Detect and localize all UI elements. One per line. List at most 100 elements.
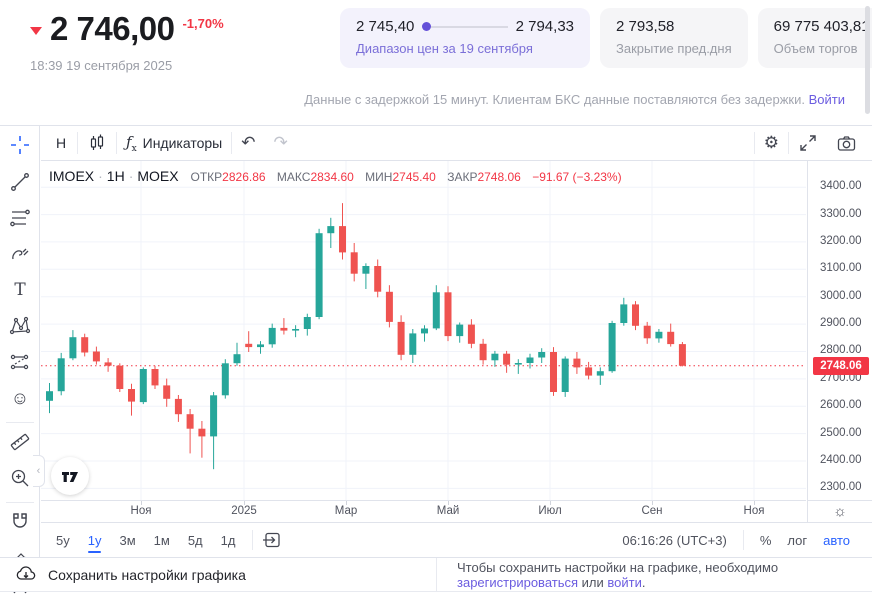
range-button-5y[interactable]: 5y bbox=[56, 532, 70, 548]
chart-footer: Сохранить настройки графика Чтобы сохран… bbox=[0, 557, 872, 592]
xabcd-pattern-icon[interactable] bbox=[8, 314, 32, 338]
quote-timestamp: 18:39 19 сентября 2025 bbox=[30, 58, 173, 73]
indicators-button[interactable]: ƒx Индикаторы bbox=[126, 132, 223, 154]
price-axis[interactable]: 2748.06 3400.00 3300.00 3200.00 3100.00 3000… bbox=[807, 161, 872, 500]
toolbar-divider bbox=[77, 132, 78, 154]
price-range-card: 2 745,40 2 794,33 Диапазон цен за 19 сен… bbox=[340, 8, 590, 68]
time-axis-tick bbox=[346, 501, 347, 505]
chart-type-button[interactable] bbox=[78, 129, 116, 157]
legend-change: −91.67 (−3.23%) bbox=[532, 170, 622, 184]
time-axis-tick bbox=[550, 501, 551, 505]
fullscreen-icon[interactable] bbox=[789, 129, 827, 157]
widget-border bbox=[0, 125, 872, 126]
login-link[interactable]: Войти bbox=[808, 92, 845, 107]
toolbar-collapse-handle[interactable]: ‹ bbox=[33, 455, 45, 487]
clock-time[interactable]: 06:16:26 (UTC+3) bbox=[622, 532, 727, 548]
time-axis-tick bbox=[141, 501, 142, 505]
price-block: 2 746,00 -1,70% 18:39 19 сентября 2025 bbox=[30, 10, 224, 73]
range-high: 2 794,33 bbox=[515, 18, 574, 35]
toolbar-divider bbox=[252, 530, 254, 550]
price-axis-label: 3400.00 bbox=[820, 180, 862, 193]
volume-card: 69 775 403,81 Объем торгов bbox=[757, 8, 872, 68]
prev-close-card: 2 793,58 Закрытие пред.дня bbox=[600, 8, 748, 68]
time-axis-label: Мар bbox=[334, 505, 358, 517]
position-tool-icon[interactable] bbox=[8, 350, 32, 374]
screenshot-camera-icon[interactable] bbox=[827, 129, 866, 157]
range-label: Диапазон цен за 19 сентября bbox=[356, 41, 533, 56]
symbol-name[interactable]: IMOEX bbox=[49, 168, 95, 184]
chart-toolbar: Н ƒx Индикаторы ↶ ↷ ⚙ bbox=[41, 126, 872, 161]
chart-canvas[interactable]: IMOEX · 1Н · MOEX ОТКР2826.86 МАКС2834.60 МИ… bbox=[41, 161, 806, 500]
goto-date-icon[interactable] bbox=[261, 529, 283, 551]
range-low: 2 745,40 bbox=[356, 18, 415, 35]
prev-close-value: 2 793,58 bbox=[616, 18, 675, 35]
volume-label: Объем торгов bbox=[773, 41, 858, 56]
magnet-icon[interactable] bbox=[8, 510, 32, 534]
crosshair-icon[interactable] bbox=[8, 133, 32, 157]
log-scale-button[interactable]: лог bbox=[787, 532, 808, 548]
settings-gear-icon[interactable]: ⚙ bbox=[763, 133, 779, 152]
fx-icon: ƒx bbox=[126, 132, 137, 154]
trendline-icon[interactable] bbox=[8, 170, 32, 194]
price-axis-label: 2600.00 bbox=[820, 399, 862, 412]
chart-bottom-toolbar: 5y 1y 3м 1м 5д 1д 06:16:26 (UTC+3) % лог авто bbox=[41, 522, 872, 557]
zoom-in-icon[interactable] bbox=[8, 466, 32, 490]
price-axis-label: 2300.00 bbox=[820, 481, 862, 494]
change-percent: -1,70% bbox=[182, 16, 224, 31]
save-settings-button[interactable]: Сохранить настройки графика bbox=[0, 558, 437, 591]
candlestick-chart[interactable] bbox=[41, 161, 806, 500]
legend-exchange: MOEX bbox=[137, 168, 179, 184]
price-axis-label: 2800.00 bbox=[820, 344, 862, 357]
login-link-footer[interactable]: войти bbox=[607, 574, 642, 590]
fib-retracement-icon[interactable] bbox=[8, 206, 32, 230]
legend-interval: 1Н bbox=[106, 168, 125, 184]
stats-cards: 2 745,40 2 794,33 Диапазон цен за 19 сен… bbox=[340, 8, 872, 68]
ruler-icon[interactable] bbox=[8, 430, 32, 454]
redo-button[interactable]: ↷ bbox=[273, 133, 288, 152]
toolbar-divider bbox=[6, 422, 34, 423]
cloud-download-icon bbox=[16, 565, 36, 580]
range-button-1д[interactable]: 1д bbox=[220, 532, 236, 548]
axis-settings-sun-icon[interactable]: ☼ bbox=[807, 500, 872, 522]
brush-icon[interactable] bbox=[8, 242, 32, 266]
save-hint: Чтобы сохранить настройки на графике, не… bbox=[457, 559, 779, 590]
toolbar-divider bbox=[116, 132, 117, 154]
range-button-5д[interactable]: 5д bbox=[187, 532, 203, 548]
auto-scale-button[interactable]: авто bbox=[823, 532, 850, 548]
time-axis-label: Май bbox=[436, 505, 460, 517]
emoji-icon[interactable]: ☺ bbox=[10, 387, 30, 408]
range-button-1м[interactable]: 1м bbox=[153, 532, 170, 548]
interval-button[interactable]: Н bbox=[55, 135, 67, 151]
price-axis-label: 2400.00 bbox=[820, 454, 862, 467]
range-button-3м[interactable]: 3м bbox=[119, 532, 136, 548]
undo-button[interactable]: ↶ bbox=[241, 133, 256, 152]
price-down-arrow-icon bbox=[30, 27, 42, 35]
delay-notice: Данные с задержкой 15 минут. Клиентам БК… bbox=[304, 92, 845, 107]
register-link[interactable]: зарегистрироваться bbox=[457, 574, 579, 590]
ohlc-values: ОТКР2826.86 МАКС2834.60 МИН2745.40 ЗАКР2… bbox=[190, 170, 622, 184]
last-price: 2 746,00 bbox=[50, 10, 175, 47]
time-axis[interactable]: Ноя 2025 Мар Май Июл Сен Ноя bbox=[41, 500, 806, 522]
toolbar-divider bbox=[6, 502, 34, 503]
prev-close-label: Закрытие пред.дня bbox=[616, 41, 732, 56]
price-axis-label: 2900.00 bbox=[820, 317, 862, 330]
range-line bbox=[431, 25, 508, 28]
tradingview-logo[interactable] bbox=[51, 457, 89, 495]
page-scrollbar[interactable] bbox=[865, 6, 870, 114]
range-button-1y[interactable]: 1y bbox=[81, 530, 109, 553]
price-axis-label: 3000.00 bbox=[820, 289, 862, 302]
volume-value: 69 775 403,81 bbox=[773, 18, 870, 35]
text-tool-icon[interactable]: T bbox=[14, 280, 26, 300]
range-slider bbox=[422, 22, 508, 31]
time-axis-tick bbox=[754, 501, 755, 505]
toolbar-divider bbox=[788, 132, 789, 154]
time-axis-label: Сен bbox=[641, 505, 663, 517]
percent-scale-button[interactable]: % bbox=[759, 532, 772, 548]
drawing-toolbar: T ☺ bbox=[0, 126, 40, 594]
time-axis-tick bbox=[244, 501, 245, 505]
toolbar-divider bbox=[231, 132, 233, 154]
price-axis-label: 2700.00 bbox=[820, 371, 862, 384]
toolbar-divider bbox=[753, 132, 755, 154]
price-axis-label: 2500.00 bbox=[820, 426, 862, 439]
time-axis-tick bbox=[448, 501, 449, 505]
